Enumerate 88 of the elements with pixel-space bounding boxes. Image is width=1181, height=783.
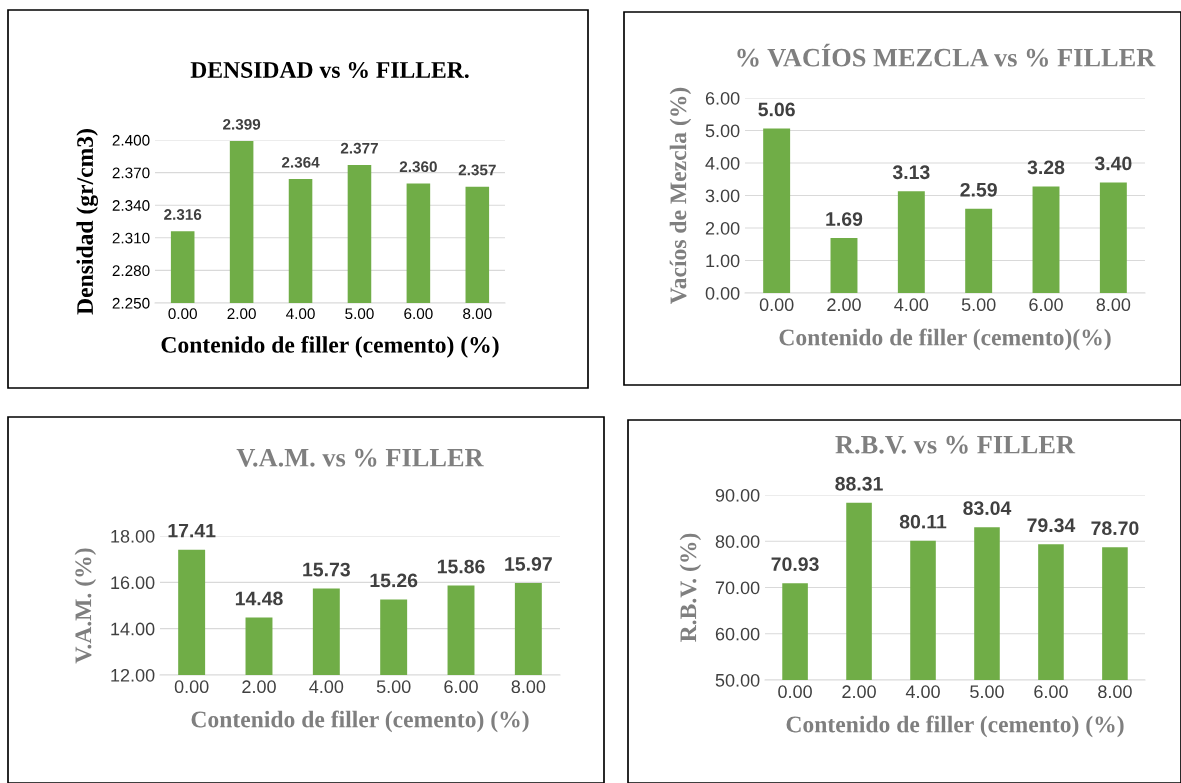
x-tick-label: 4.00 [894, 298, 929, 312]
y-tick-label: 2.280 [112, 265, 150, 277]
y-tick-label: 3.00 [705, 189, 740, 203]
y-axis-title: Vacíos de Mezcla (%) [669, 87, 692, 304]
data-label: 3.40 [1094, 156, 1132, 171]
x-axis-title: Contenido de filler (cemento)(%) [779, 328, 1111, 351]
chart-title: DENSIDAD vs % FILLER. [190, 61, 469, 79]
data-label: 3.13 [892, 165, 930, 180]
bar [1099, 182, 1127, 293]
x-tick-label: 4.00 [286, 308, 315, 320]
x-tick-label: 5.00 [970, 685, 1004, 699]
x-tick-label: 0.00 [778, 685, 812, 699]
bar [897, 191, 925, 293]
y-tick-label: 2.310 [112, 232, 150, 244]
data-label: 15.73 [303, 562, 350, 577]
data-label: 2.377 [340, 142, 378, 154]
x-tick-label: 0.00 [168, 308, 197, 320]
data-label: 70.93 [771, 557, 819, 572]
data-label: 2.399 [223, 118, 261, 130]
x-tick-label: 6.00 [404, 308, 433, 320]
y-tick-label: 1.00 [706, 254, 740, 268]
data-label: 2.360 [399, 161, 437, 173]
y-tick-label: 60.00 [715, 627, 760, 641]
data-label: 3.28 [1027, 160, 1065, 175]
y-tick-label: 70.00 [715, 581, 760, 595]
x-tick-label: 0.00 [759, 298, 794, 312]
x-tick-label: 2.00 [842, 685, 876, 699]
data-label: 14.48 [235, 591, 283, 606]
x-tick-label: 2.00 [827, 298, 861, 312]
y-tick-label: 14.00 [111, 622, 155, 636]
chart-title: V.A.M. vs % FILLER [236, 448, 484, 467]
bar [830, 238, 858, 293]
x-tick-label: 2.00 [227, 308, 256, 320]
x-tick-label: 6.00 [1034, 685, 1068, 699]
data-label: 78.70 [1091, 521, 1139, 536]
data-label: 88.31 [835, 476, 883, 491]
data-label: 17.41 [168, 523, 216, 538]
x-tick-label: 8.00 [463, 308, 492, 320]
data-label: 15.26 [370, 573, 418, 588]
x-tick-label: 8.00 [1096, 298, 1131, 312]
x-tick-label: 4.00 [905, 685, 940, 699]
data-label: 80.11 [899, 514, 947, 529]
y-tick-label: 80.00 [715, 535, 760, 548]
x-tick-label: 2.00 [242, 680, 276, 694]
x-tick-label: 0.00 [174, 680, 209, 694]
x-tick-label: 5.00 [961, 298, 996, 312]
x-tick-label: 6.00 [1029, 298, 1063, 312]
x-axis-title: Contenido de filler (cemento) (%) [191, 710, 529, 733]
y-axis-title: R.B.V. (%) [679, 533, 702, 642]
x-tick-label: 6.00 [444, 680, 478, 694]
data-label: 2.316 [164, 209, 202, 220]
y-tick-label: 2.400 [112, 134, 150, 146]
y-tick-label: 4.00 [705, 156, 740, 170]
y-tick-label: 2.250 [112, 297, 150, 309]
y-tick-label: 0.00 [705, 286, 740, 300]
y-tick-label: 2.340 [112, 200, 150, 211]
bar [1032, 186, 1060, 293]
y-tick-label: 12.00 [111, 668, 155, 682]
data-label: 2.364 [281, 156, 320, 168]
x-tick-label: 8.00 [511, 680, 546, 694]
bar [763, 128, 791, 293]
y-tick-label: 5.00 [705, 124, 740, 138]
chart-title: % VACÍOS MEZCLA vs % FILLER [737, 43, 1156, 67]
data-label: 2.59 [960, 182, 997, 197]
y-tick-label: 16.00 [111, 576, 155, 590]
x-axis-title: Contenido de filler (cemento) (%) [161, 335, 499, 358]
y-tick-label: 6.00 [705, 91, 740, 105]
data-label: 79.34 [1027, 518, 1076, 533]
data-label: 15.86 [437, 559, 485, 574]
y-axis-title: Densidad (gr/cm3) [76, 129, 99, 315]
x-tick-label: 8.00 [1098, 685, 1132, 699]
data-label: 2.357 [458, 164, 496, 176]
data-label: 1.69 [826, 212, 863, 226]
y-tick-label: 18.00 [111, 529, 155, 543]
data-label: 15.97 [505, 557, 552, 571]
x-axis-title: Contenido de filler (cemento) (%) [786, 715, 1124, 738]
y-axis-title: V.A.M. (%) [74, 548, 97, 664]
x-tick-label: 5.00 [376, 680, 411, 694]
data-label: 83.04 [963, 501, 1012, 516]
data-label: 5.06 [758, 102, 795, 117]
x-tick-label: 5.00 [345, 308, 374, 320]
y-tick-label: 90.00 [715, 488, 760, 502]
x-tick-label: 4.00 [309, 680, 344, 694]
bar [965, 208, 993, 293]
chart-title: R.B.V. vs % FILLER [835, 435, 1076, 454]
y-tick-label: 2.370 [112, 167, 150, 179]
y-tick-label: 50.00 [715, 673, 760, 687]
y-tick-label: 2.00 [705, 221, 740, 235]
